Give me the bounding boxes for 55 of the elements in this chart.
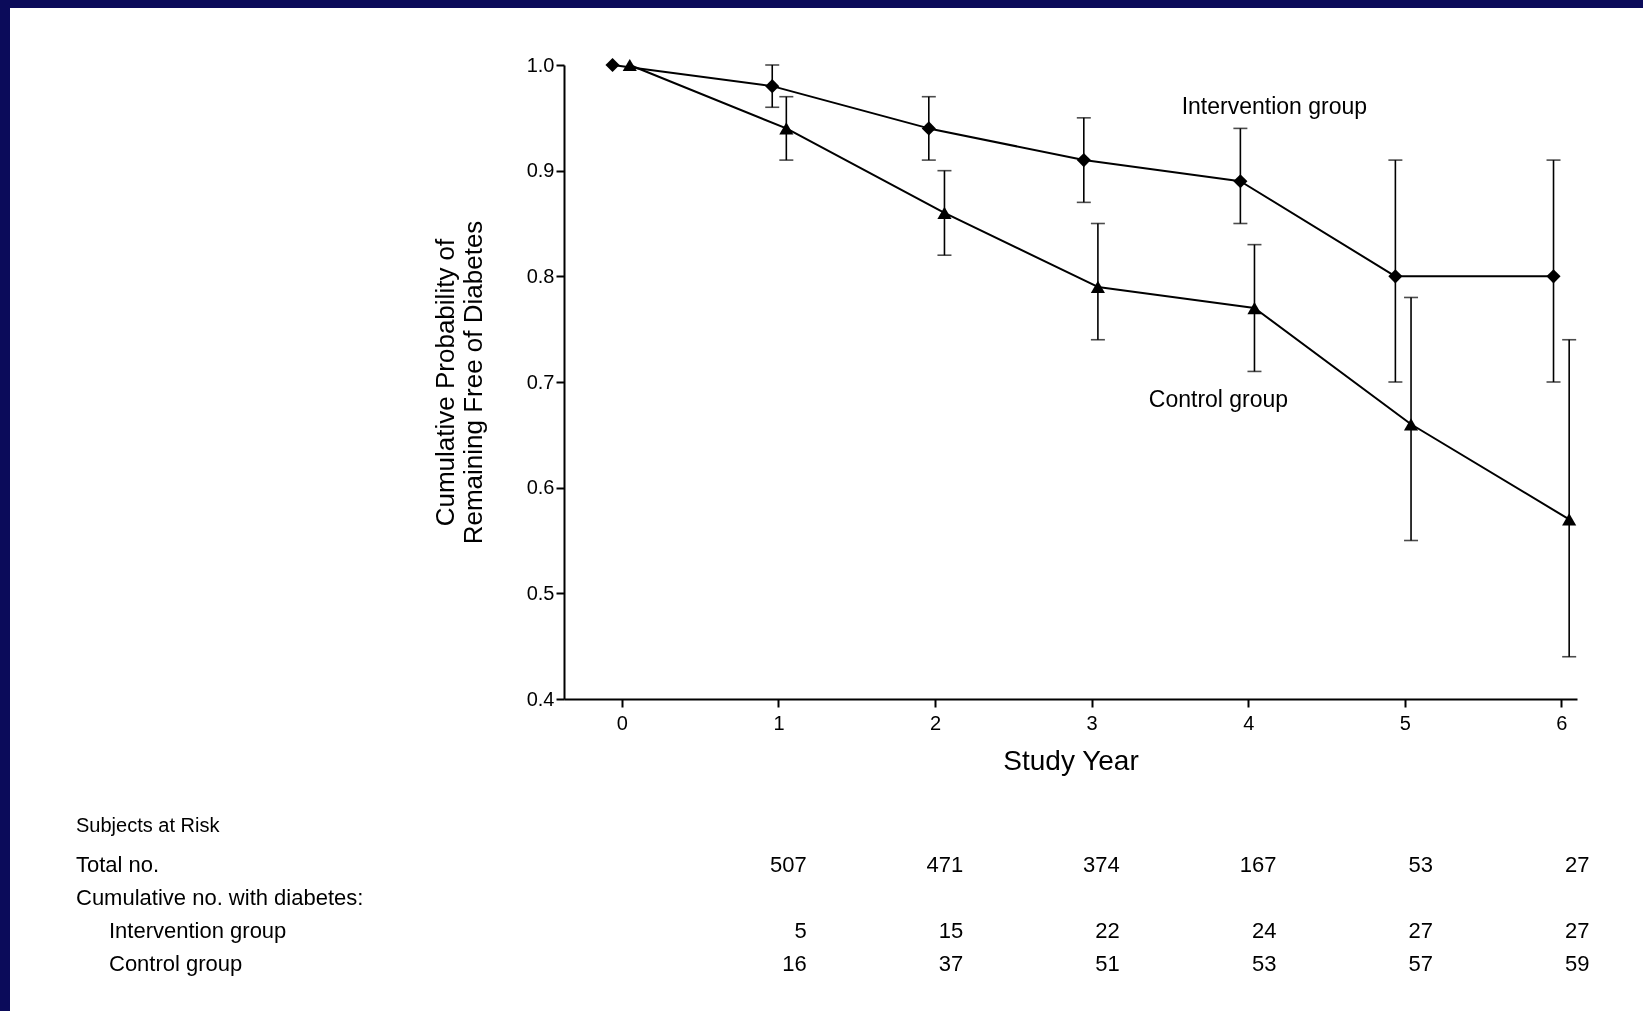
y-tick-label: 0.9 [526, 159, 555, 182]
text: 57 [1408, 951, 1433, 976]
x-axis-title: Study Year [1003, 744, 1139, 776]
text: 15 [938, 918, 964, 943]
x-tick-label: 2 [930, 711, 942, 734]
x-tick-label: 6 [1556, 711, 1568, 734]
text: Intervention group [109, 918, 287, 943]
text: 27 [1565, 852, 1590, 877]
point [1403, 418, 1419, 431]
x-tick-label: 0 [616, 711, 628, 734]
x-tick-label: 3 [1086, 711, 1098, 734]
text: 59 [1565, 951, 1590, 976]
y-tick-label: 0.5 [526, 581, 555, 604]
point [937, 206, 952, 220]
text: Total no. [76, 852, 160, 877]
point [1388, 269, 1403, 284]
y-tick-label: 0.7 [526, 370, 555, 393]
text: 374 [1083, 852, 1120, 877]
text: Subjects at Risk [76, 814, 221, 836]
text: 16 [782, 951, 807, 976]
point [779, 122, 794, 135]
point [622, 58, 637, 72]
text: 507 [769, 852, 807, 877]
point [1546, 269, 1561, 284]
x-tick-label: 4 [1243, 711, 1255, 734]
point [765, 79, 780, 94]
text: 5 [794, 918, 807, 943]
y-tick-label: 0.4 [526, 687, 555, 710]
text: 51 [1095, 951, 1120, 976]
x-tick-label: 1 [773, 711, 785, 734]
point [1562, 513, 1577, 526]
text: 53 [1251, 951, 1277, 976]
series-label: Control group [1148, 386, 1289, 413]
point [1233, 174, 1248, 189]
text: 37 [938, 951, 964, 976]
text: 22 [1095, 918, 1120, 943]
y-tick-label: 1.0 [526, 53, 555, 76]
text: 27 [1565, 918, 1590, 943]
point [1247, 301, 1262, 315]
text: Intervention group [1181, 93, 1368, 120]
text: 167 [1239, 852, 1277, 877]
point [605, 57, 620, 73]
x-tick-label: 5 [1399, 711, 1411, 734]
point [921, 121, 936, 136]
y-tick-label: 0.8 [526, 264, 555, 287]
y-axis-title: Cumulative Probability of Remaining Free of Diabetes [429, 220, 488, 545]
text: 471 [926, 852, 964, 877]
text: Control group [109, 951, 243, 976]
y-tick-label: 0.6 [526, 476, 555, 499]
point [1076, 153, 1091, 168]
text: 27 [1408, 918, 1433, 943]
text: Cumulative no. with diabetes: [76, 885, 364, 910]
point [1090, 280, 1105, 294]
text: 53 [1408, 852, 1433, 877]
text: 24 [1251, 918, 1277, 943]
